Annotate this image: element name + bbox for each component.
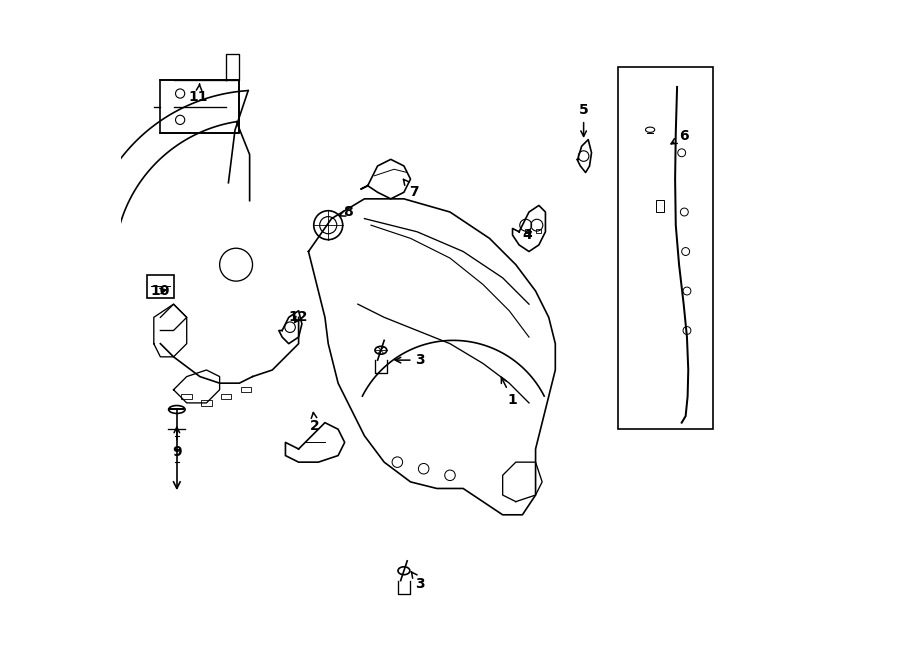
Text: 8: 8 <box>339 205 353 219</box>
Text: 4: 4 <box>523 228 533 242</box>
Text: 7: 7 <box>403 179 418 199</box>
Text: 11: 11 <box>189 84 208 104</box>
Text: 5: 5 <box>579 103 589 136</box>
Text: 6: 6 <box>671 130 688 144</box>
Text: 3: 3 <box>411 572 425 591</box>
Bar <box>617 67 714 429</box>
Text: 9: 9 <box>172 427 182 459</box>
Text: 1: 1 <box>501 377 518 407</box>
Bar <box>536 229 541 233</box>
Bar <box>525 229 530 233</box>
Bar <box>240 387 251 393</box>
Bar <box>220 394 231 399</box>
Text: 10: 10 <box>150 284 170 298</box>
Text: 12: 12 <box>289 310 309 325</box>
Bar <box>656 200 664 212</box>
Text: 3: 3 <box>395 353 425 367</box>
Bar <box>182 394 192 399</box>
Text: 2: 2 <box>310 412 320 433</box>
Bar <box>202 401 211 406</box>
